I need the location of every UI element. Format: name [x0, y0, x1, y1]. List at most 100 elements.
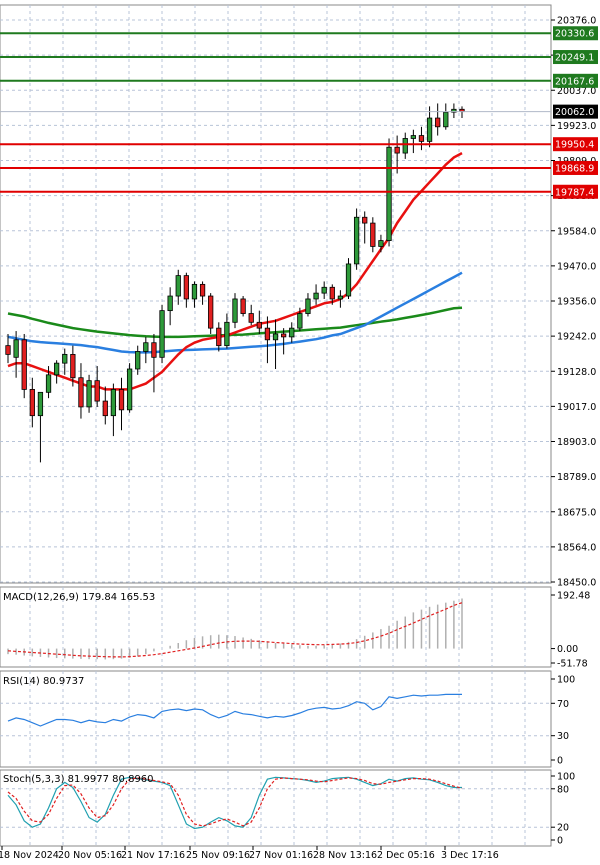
candle [321, 281, 327, 299]
candle-body [435, 117, 441, 128]
current-price-box [553, 104, 598, 119]
candle [54, 360, 60, 384]
candle [13, 331, 19, 378]
price-tick-label: 18450.0 [557, 578, 596, 589]
candle-body [183, 275, 189, 300]
level-label-box [553, 50, 598, 65]
candle [167, 287, 173, 326]
time-label: 27 Nov 01:16 [249, 850, 313, 861]
price-tick-label: 18564.0 [557, 542, 596, 553]
candle-body [37, 391, 44, 417]
candle [143, 336, 149, 364]
time-label: 25 Nov 09:16 [186, 850, 250, 861]
candle [362, 211, 368, 244]
candle [86, 374, 92, 413]
candle-body [264, 327, 271, 341]
candle [191, 281, 198, 308]
level-label: 20167.6 [555, 76, 594, 87]
axis-tick-label: 20 [557, 823, 569, 834]
axis-tick-label: 0 [557, 756, 563, 767]
candle [110, 383, 117, 437]
candle-body [118, 389, 125, 411]
candle [102, 386, 108, 425]
candle-body [272, 333, 279, 341]
level-label-box [553, 26, 598, 41]
candle [426, 106, 433, 148]
candle-body [256, 321, 262, 329]
axis-tick-label: 0.00 [557, 644, 578, 655]
candle [29, 377, 35, 428]
candle-body [62, 353, 68, 364]
candle-body [402, 138, 408, 154]
candle [45, 366, 52, 399]
candle [289, 322, 295, 343]
macd-signal-line [7, 602, 463, 658]
axis-tick-label: 100 [557, 772, 575, 783]
candle-body [102, 400, 108, 417]
time-label: 18 Nov 2024 [0, 850, 59, 861]
candle-body [337, 295, 344, 300]
price-tick-label: 18903.0 [557, 437, 596, 448]
price-levels [0, 32, 551, 193]
level-label: 19787.4 [555, 187, 594, 198]
time-label: 28 Nov 13:16 [313, 850, 377, 861]
candle [240, 296, 246, 317]
candle-body [29, 389, 35, 417]
candle [264, 316, 271, 364]
level-label-box [553, 184, 598, 199]
candle [135, 345, 141, 375]
stochastic-lines [7, 776, 463, 830]
time-label: 3 Dec 17:16 [441, 850, 499, 861]
price-tick-label: 19017.0 [557, 402, 596, 413]
candle [62, 348, 68, 375]
candle [313, 284, 319, 305]
candle [175, 269, 181, 305]
candle [5, 333, 11, 364]
candle [232, 293, 238, 329]
macd-axis: 192.48 0.00 -51.78 [551, 591, 590, 670]
axis-tick-label: -51.78 [557, 659, 588, 670]
candle-body [370, 222, 376, 247]
level-label-box [553, 73, 598, 88]
candle [378, 234, 384, 253]
candle [410, 129, 416, 154]
candle-body [418, 135, 425, 142]
candle [183, 272, 189, 308]
price-tick-label: 20037.0 [557, 86, 596, 97]
price-tick-label: 19128.0 [557, 367, 596, 378]
candle [248, 304, 254, 326]
candle [21, 333, 27, 399]
ma-green-line [7, 306, 463, 339]
candle-body [199, 283, 206, 297]
candle-body [224, 321, 230, 347]
price-tick-label: 18789.0 [557, 472, 596, 483]
candle [126, 363, 133, 413]
candle [78, 363, 84, 419]
ma-red-line [7, 151, 463, 391]
current-price-label: 20062.0 [555, 107, 594, 118]
rsi-line [7, 693, 462, 727]
macd-histogram [7, 598, 463, 660]
candle-body [86, 380, 92, 408]
macd-signal-line [7, 602, 463, 658]
axis-tick-label: 80 [557, 784, 569, 795]
candle [159, 304, 165, 364]
candle-body [208, 295, 214, 329]
candle-body [126, 368, 133, 411]
stoch-title: Stoch(5,3,3) 81.9977 80.8960 [3, 774, 154, 785]
candle-body [297, 313, 303, 329]
rsi-line [7, 693, 462, 727]
time-label: 20 Nov 05:16 [58, 850, 122, 861]
candle-body [45, 374, 52, 393]
candle-body [353, 216, 360, 265]
price-tick-label: 18675.0 [557, 507, 596, 518]
main-panel [0, 4, 552, 584]
candle-body [329, 286, 335, 300]
candle [216, 322, 222, 352]
stoch-panel: Stoch(5,3,3) 81.9977 80.8960 [0, 769, 552, 847]
candle-body [345, 263, 352, 297]
level-label: 20249.1 [555, 53, 594, 64]
candle-body [21, 339, 27, 390]
ma-blue-line [7, 271, 463, 354]
